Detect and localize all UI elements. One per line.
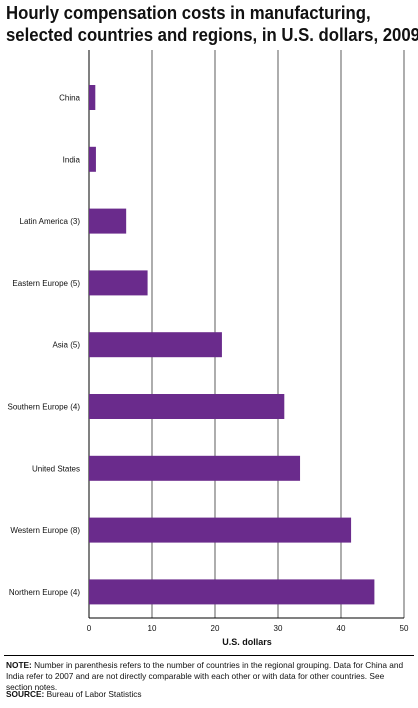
note-label: NOTE:: [6, 660, 32, 670]
source-label: SOURCE:: [6, 689, 45, 699]
category-label-northern-europe-4: Northern Europe (4): [9, 588, 80, 597]
bar-western-europe-8: [89, 517, 352, 543]
bar-asia-5: [89, 332, 222, 358]
x-tick-label-30: 30: [274, 624, 283, 633]
source-text: SOURCE: Bureau of Labor Statistics: [6, 689, 142, 700]
category-label-china: China: [59, 94, 80, 103]
footer-divider: [4, 655, 414, 656]
x-tick-label-0: 0: [87, 624, 92, 633]
bar-southern-europe-4: [89, 394, 285, 419]
category-label-southern-europe-4: Southern Europe (4): [8, 403, 81, 412]
category-label-latin-america-3: Latin America (3): [20, 217, 81, 226]
x-axis-label: U.S. dollars: [222, 637, 272, 647]
bar-northern-europe-4: [89, 579, 375, 605]
category-labels: China India Latin America (3) Eastern Europ…: [8, 94, 81, 597]
chart-title-line-2: selected countries and regions, in U.S. …: [6, 25, 418, 45]
bar-latin-america-3: [89, 208, 127, 234]
bar-india: [89, 146, 96, 172]
source-body: Bureau of Labor Statistics: [46, 689, 142, 699]
category-label-india: India: [63, 155, 81, 164]
bars: [89, 85, 375, 605]
bar-united-states: [89, 455, 301, 481]
x-tick-label-10: 10: [148, 624, 157, 633]
x-tick-label-20: 20: [211, 624, 220, 633]
note-text: NOTE: Number in parenthesis refers to th…: [6, 660, 412, 693]
category-label-asia-5: Asia (5): [52, 341, 80, 350]
category-label-united-states: United States: [32, 464, 80, 473]
chart-title: Hourly compensation costs in manufacturi…: [6, 2, 418, 46]
x-tick-label-40: 40: [337, 624, 346, 633]
x-tick-label-50: 50: [400, 624, 409, 633]
category-label-western-europe-8: Western Europe (8): [10, 526, 80, 535]
x-tick-labels: 0 10 20 30 40 50: [87, 624, 409, 633]
bar-eastern-europe-5: [89, 270, 148, 296]
note-body: Number in parenthesis refers to the numb…: [6, 660, 404, 692]
bar-china: [89, 85, 96, 110]
category-label-eastern-europe-5: Eastern Europe (5): [12, 279, 80, 288]
chart-title-line-1: Hourly compensation costs in manufacturi…: [6, 3, 371, 23]
